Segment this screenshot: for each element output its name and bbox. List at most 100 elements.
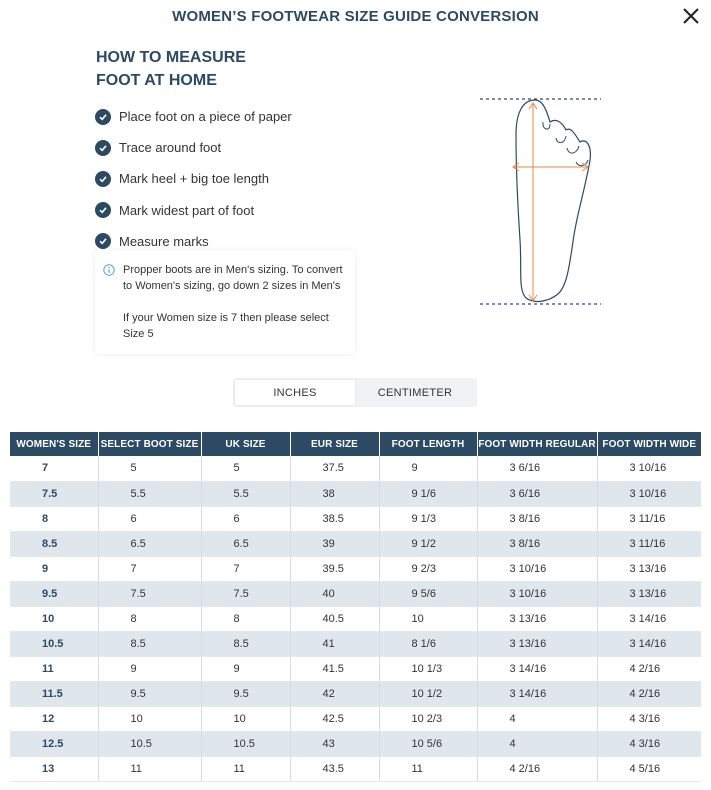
cell-womens-size: 7: [10, 456, 99, 482]
cell-width-regular: 3 14/16: [477, 681, 598, 707]
cell-width-regular: 3 6/16: [477, 481, 598, 507]
cell-width-regular: 3 10/16: [477, 581, 598, 607]
measure-heading-line2: FOOT AT HOME: [96, 72, 217, 89]
step-label: Mark heel + big toe length: [119, 171, 269, 187]
measure-heading-line1: HOW TO MEASURE: [96, 49, 246, 66]
cell-eur-size: 39: [290, 531, 380, 557]
cell-foot-length: 9 1/3: [379, 506, 478, 532]
cell-uk-size: 10.5: [201, 731, 291, 757]
cell-boot-size: 11: [98, 756, 202, 782]
close-icon: [683, 8, 699, 24]
cell-foot-length: 9 2/3: [379, 556, 478, 582]
step-label: Place foot on a piece of paper: [119, 109, 292, 125]
cell-uk-size: 5.5: [201, 481, 291, 507]
step-item: Place foot on a piece of paper: [95, 101, 292, 132]
table-row: 8.5 6.5 6.5 39 9 1/2 3 8/16 3 11/16: [10, 531, 701, 557]
header-foot-length: FOOT LENGTH: [379, 432, 478, 456]
cell-boot-size: 8.5: [98, 631, 202, 657]
cell-boot-size: 5: [98, 456, 202, 482]
cell-width-wide: 4 2/16: [597, 656, 701, 682]
table-row: 11 9 9 41.5 10 1/3 3 14/16 4 2/16: [10, 656, 701, 682]
header-uk-size: UK SIZE: [201, 432, 291, 456]
cell-uk-size: 11: [201, 756, 291, 782]
cell-uk-size: 6: [201, 506, 291, 532]
table-row: 7.5 5.5 5.5 38 9 1/6 3 6/16 3 10/16: [10, 481, 701, 507]
header-foot-width-wide: FOOT WIDTH WIDE: [597, 432, 701, 456]
cell-foot-length: 10 1/2: [379, 681, 478, 707]
table-row: 9.5 7.5 7.5 40 9 5/6 3 10/16 3 13/16: [10, 581, 701, 607]
cell-uk-size: 9: [201, 656, 291, 682]
cell-womens-size: 10.5: [10, 631, 99, 657]
cell-eur-size: 40.5: [290, 606, 380, 632]
foot-measure-illustration: [480, 98, 601, 305]
cell-boot-size: 5.5: [98, 481, 202, 507]
step-label: Trace around foot: [119, 140, 222, 156]
cell-foot-length: 10: [379, 606, 478, 632]
modal-title: WOMEN’S FOOTWEAR SIZE GUIDE CONVERSION: [172, 8, 539, 25]
check-icon: [95, 108, 111, 125]
cell-boot-size: 7: [98, 556, 202, 582]
check-icon: [95, 202, 111, 219]
close-button[interactable]: [681, 6, 701, 26]
step-label: Mark widest part of foot: [119, 202, 255, 218]
check-icon: [95, 233, 111, 250]
step-label: Measure marks: [119, 233, 209, 249]
cell-width-regular: 3 13/16: [477, 606, 598, 632]
table-row: 9 7 7 39.5 9 2/3 3 10/16 3 13/16: [10, 556, 701, 582]
cell-eur-size: 42.5: [290, 706, 380, 732]
cell-width-wide: 4 5/16: [597, 756, 701, 782]
cell-eur-size: 43.5: [290, 756, 380, 782]
cell-width-wide: 4 3/16: [597, 706, 701, 732]
cell-width-regular: 4: [477, 706, 598, 732]
cell-uk-size: 7.5: [201, 581, 291, 607]
cell-width-wide: 3 11/16: [597, 531, 701, 557]
cell-foot-length: 8 1/6: [379, 631, 478, 657]
cell-width-wide: 3 13/16: [597, 581, 701, 607]
cell-eur-size: 37.5: [290, 456, 380, 482]
cell-womens-size: 10: [10, 606, 99, 632]
cell-womens-size: 8.5: [10, 531, 99, 557]
cell-womens-size: 9.5: [10, 581, 99, 607]
cell-foot-length: 9 5/6: [379, 581, 478, 607]
cell-width-regular: 3 8/16: [477, 531, 598, 557]
size-conversion-table: WOMEN'S SIZE SELECT BOOT SIZE UK SIZE EU…: [10, 432, 701, 782]
cell-width-wide: 3 14/16: [597, 606, 701, 632]
cell-eur-size: 39.5: [290, 556, 380, 582]
cell-foot-length: 9 1/6: [379, 481, 478, 507]
unit-option-centimeter[interactable]: CENTIMETER: [377, 386, 453, 399]
table-row: 11.5 9.5 9.5 42 10 1/2 3 14/16 4 2/16: [10, 681, 701, 707]
cell-width-wide: 4 3/16: [597, 731, 701, 757]
cell-uk-size: 7: [201, 556, 291, 582]
cell-womens-size: 12: [10, 706, 99, 732]
info-icon: [103, 264, 115, 276]
cell-eur-size: 41: [290, 631, 380, 657]
measure-steps-list: Place foot on a piece of paper Trace aro…: [95, 101, 292, 257]
unit-option-inches[interactable]: INCHES: [235, 380, 355, 405]
cell-width-regular: 4 2/16: [477, 756, 598, 782]
cell-foot-length: 9 1/2: [379, 531, 478, 557]
cell-womens-size: 9: [10, 556, 99, 582]
cell-womens-size: 13: [10, 756, 99, 782]
cell-boot-size: 10: [98, 706, 202, 732]
cell-foot-length: 9: [379, 456, 478, 482]
cell-womens-size: 7.5: [10, 481, 99, 507]
table-body: 7 5 5 37.5 9 3 6/16 3 10/16 7.5 5.5 5.5 38 9 1/6 3 6…: [10, 456, 701, 782]
step-item: Measure marks: [95, 226, 292, 257]
cell-width-wide: 3 11/16: [597, 506, 701, 532]
measure-heading: HOW TO MEASURE FOOT AT HOME: [96, 46, 246, 92]
cell-width-wide: 3 10/16: [597, 456, 701, 482]
cell-width-wide: 4 2/16: [597, 681, 701, 707]
check-icon: [95, 170, 111, 187]
cell-foot-length: 11: [379, 756, 478, 782]
cell-boot-size: 9: [98, 656, 202, 682]
step-item: Trace around foot: [95, 132, 292, 163]
cell-womens-size: 11: [10, 656, 99, 682]
cell-uk-size: 6.5: [201, 531, 291, 557]
cell-foot-length: 10 1/3: [379, 656, 478, 682]
cell-womens-size: 11.5: [10, 681, 99, 707]
cell-width-wide: 3 13/16: [597, 556, 701, 582]
table-header-row: WOMEN'S SIZE SELECT BOOT SIZE UK SIZE EU…: [10, 432, 701, 456]
header-foot-width-regular: FOOT WIDTH REGULAR: [477, 432, 598, 456]
cell-eur-size: 43: [290, 731, 380, 757]
table-row: 7 5 5 37.5 9 3 6/16 3 10/16: [10, 456, 701, 482]
